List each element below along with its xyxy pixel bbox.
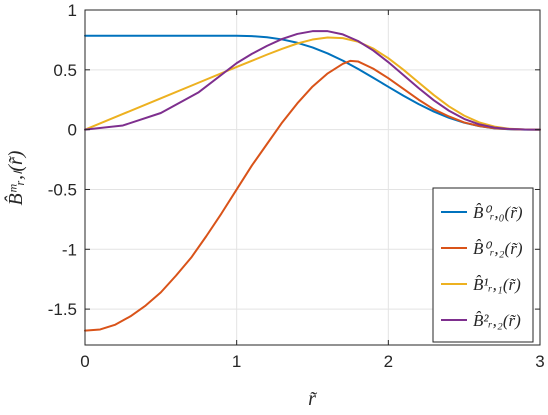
y-tick-label: 0 (68, 121, 77, 140)
x-tick-label: 3 (535, 352, 544, 371)
tick-marks (84, 9, 541, 345)
y-tick-label: -0.5 (48, 180, 77, 199)
y-tick-label: 0.5 (53, 61, 77, 80)
y-tick-labels: 1 0.5 0 -0.5 -1 -1.5 (48, 1, 77, 319)
x-tick-label: 0 (80, 352, 89, 371)
legend-label-0: B̂⁰ᵣ,₀(r̃) (473, 203, 523, 222)
series-line-1 (84, 59, 541, 332)
plot-area-frame (84, 9, 541, 346)
legend-label-3: B̂²ᵣ,₂(r̃) (473, 311, 521, 330)
legend: B̂⁰ᵣ,₀(r̃) B̂⁰ᵣ,₂(r̃) B̂¹ᵣ,₁(r̃) B̂²ᵣ,₂(r̃) (432, 187, 534, 343)
series-line-3 (84, 30, 541, 131)
x-tick-label: 2 (384, 352, 393, 371)
legend-box (432, 187, 534, 343)
y-tick-label: -1.5 (48, 300, 77, 319)
legend-label-1: B̂⁰ᵣ,₂(r̃) (473, 239, 523, 258)
y-axis-label: B̂ᵐᵣ,ₗ(r̃) (4, 150, 27, 205)
legend-label-2: B̂¹ᵣ,₁(r̃) (473, 275, 521, 294)
x-tick-labels: 0 1 2 3 (80, 352, 544, 371)
x-tick-label: 1 (232, 352, 241, 371)
x-axis-label: r̃ (308, 388, 317, 410)
series-lines (84, 30, 541, 332)
y-tick-label: 1 (68, 1, 77, 20)
y-tick-label: -1 (62, 240, 77, 259)
